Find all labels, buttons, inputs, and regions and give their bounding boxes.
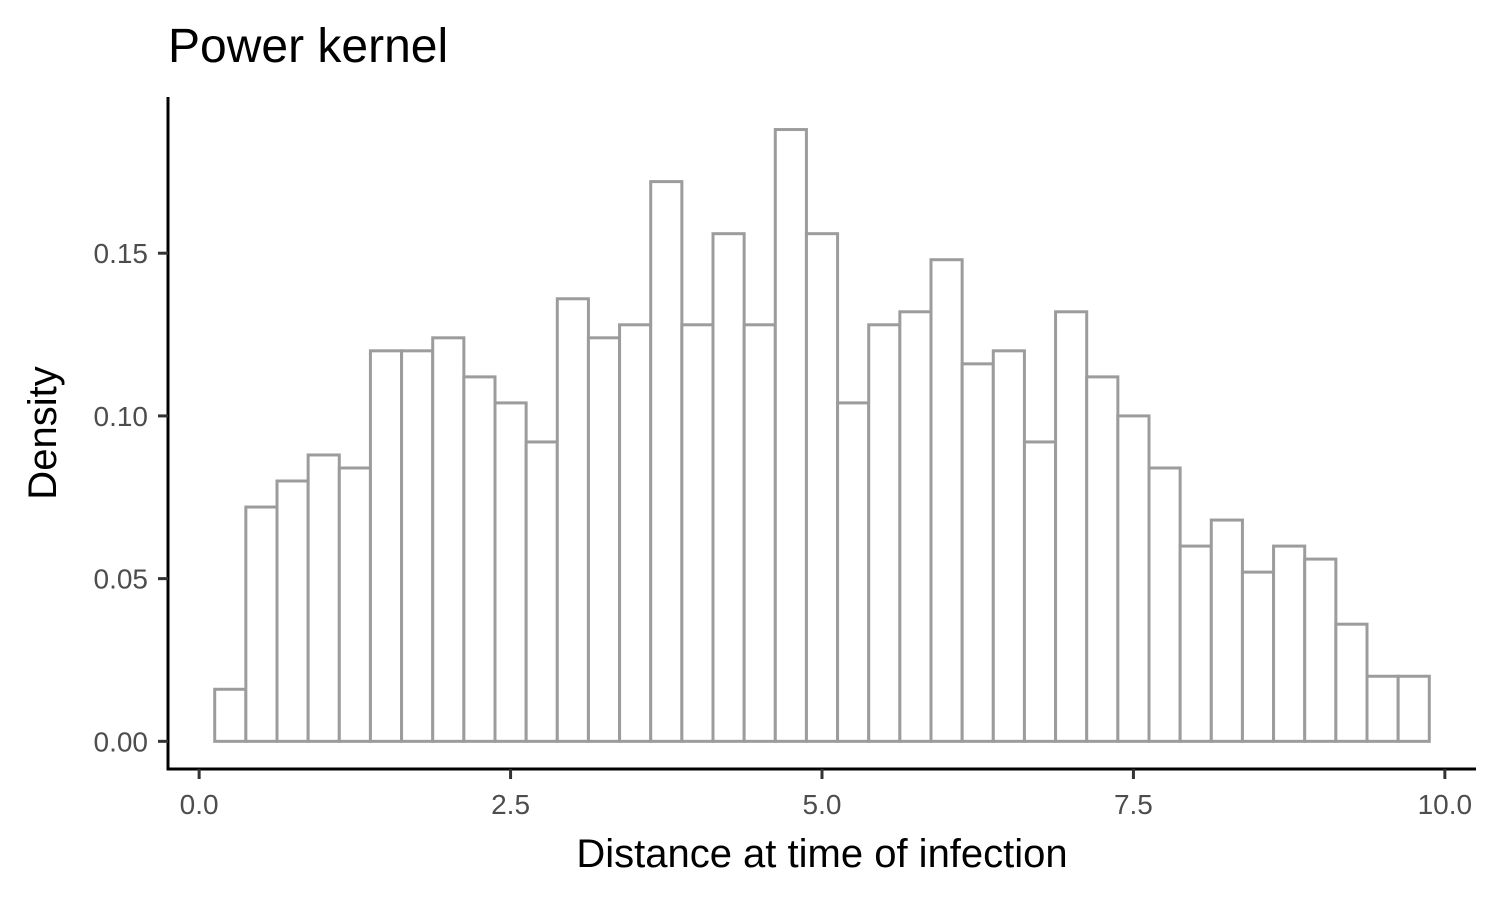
x-tick-label: 7.5 (1114, 789, 1153, 820)
histogram-bar (1147, 466, 1182, 743)
histogram-bar (804, 232, 840, 743)
histogram-bar (524, 440, 559, 743)
histogram-bar (1396, 674, 1431, 743)
x-axis-title: Distance at time of infection (576, 832, 1067, 876)
histogram-bar (306, 453, 341, 743)
histogram-bar (991, 349, 1026, 743)
histogram-bar (1116, 414, 1151, 743)
chart-title: Power kernel (168, 20, 448, 73)
histogram-bars (213, 128, 1431, 743)
histogram-bar (836, 401, 871, 743)
histogram-bar (1178, 544, 1213, 743)
x-tick-label: 10.0 (1418, 789, 1473, 820)
y-tick-label: 0.15 (94, 238, 149, 269)
x-axis-ticks: 0.0 2.5 5.0 7.5 10.0 (180, 769, 1472, 820)
histogram-bar (742, 323, 777, 743)
histogram-bar (1303, 557, 1338, 743)
histogram-bar (555, 297, 590, 743)
x-tick-label: 0.0 (180, 789, 219, 820)
histogram-bar (462, 375, 497, 743)
histogram-bar (275, 479, 310, 743)
histogram-bar (1054, 310, 1089, 743)
histogram-bar (1085, 375, 1120, 743)
histogram-bar (586, 336, 622, 743)
histogram-bar (1272, 544, 1307, 743)
histogram-bar (1209, 518, 1244, 743)
histogram-bar (680, 323, 715, 743)
histogram-bar (368, 349, 404, 743)
x-tick-label: 2.5 (491, 789, 530, 820)
y-tick-label: 0.00 (94, 726, 149, 757)
histogram-bar (1022, 440, 1058, 743)
histogram-bar (1365, 674, 1400, 743)
y-tick-label: 0.10 (94, 401, 149, 432)
histogram-bar (493, 401, 528, 743)
histogram-bar (337, 466, 372, 743)
histogram-bar (960, 362, 995, 743)
histogram-bar (929, 258, 964, 743)
histogram-bar (618, 323, 653, 743)
histogram-bar (244, 505, 279, 743)
histogram-bar (649, 180, 684, 743)
y-axis-title: Density (21, 366, 65, 499)
histogram-bar (773, 128, 808, 743)
y-tick-label: 0.05 (94, 564, 149, 595)
histogram-bar (431, 336, 466, 743)
histogram-bar (867, 323, 902, 743)
histogram-bar (400, 349, 435, 743)
y-axis-ticks: 0.00 0.05 0.10 0.15 (94, 238, 168, 757)
histogram-bar (213, 687, 248, 743)
histogram-bar (1334, 622, 1369, 743)
histogram-bar (1240, 570, 1276, 743)
histogram-bar (898, 310, 933, 743)
histogram-bar (711, 232, 746, 743)
x-tick-label: 5.0 (803, 789, 842, 820)
